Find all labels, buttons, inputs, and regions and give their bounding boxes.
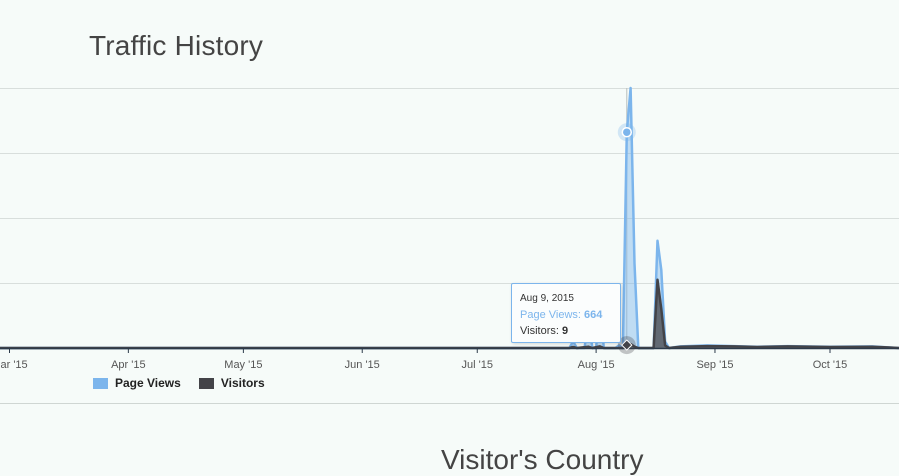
chart-legend: Page Views Visitors	[93, 376, 265, 390]
tooltip-visitors-label: Visitors:	[520, 325, 559, 337]
tooltip-date: Aug 9, 2015	[520, 293, 574, 304]
visitors-country-title: Visitor's Country	[441, 444, 644, 475]
tooltip-page-views: Page Views: 664	[520, 307, 620, 323]
x-tick-label: Jun '15	[345, 359, 380, 371]
tooltip-visitors: Visitors: 9	[520, 323, 620, 339]
chart-tooltip: Aug 9, 2015 Page Views: 664 Visitors: 9	[511, 283, 621, 343]
tooltip-page-views-value: 664	[584, 309, 603, 321]
tooltip-page-views-label: Page Views:	[520, 309, 581, 321]
legend-item-page-views[interactable]: Page Views	[93, 376, 181, 390]
visitors-swatch	[198, 377, 214, 389]
visitors-marker	[621, 339, 633, 351]
x-tick-label: May '15	[224, 359, 262, 371]
x-tick-label: Aug '15	[578, 359, 615, 371]
section-divider	[0, 403, 899, 404]
legend-item-visitors[interactable]: Visitors	[198, 376, 265, 390]
page-views-marker	[621, 126, 633, 138]
x-tick-label: Sep '15	[696, 359, 733, 371]
x-tick-label: Apr '15	[111, 359, 146, 371]
x-tick-label: Mar '15	[0, 359, 28, 371]
page-views-swatch	[93, 377, 108, 389]
traffic-history-title: Traffic History	[89, 30, 264, 61]
x-tick-label: Jul '15	[462, 359, 493, 371]
legend-label-visitors: Visitors	[220, 376, 265, 390]
x-tick-label: Oct '15	[813, 359, 848, 371]
tooltip-visitors-value: 9	[561, 325, 569, 337]
legend-label-page-views: Page Views	[115, 376, 181, 390]
traffic-history-chart[interactable]: Mar '15 Apr '15 May '15 Jun '15 Jul '15 Aug '…	[0, 0, 899, 400]
visitors-area	[0, 279, 899, 348]
visitors-line	[0, 278, 899, 350]
